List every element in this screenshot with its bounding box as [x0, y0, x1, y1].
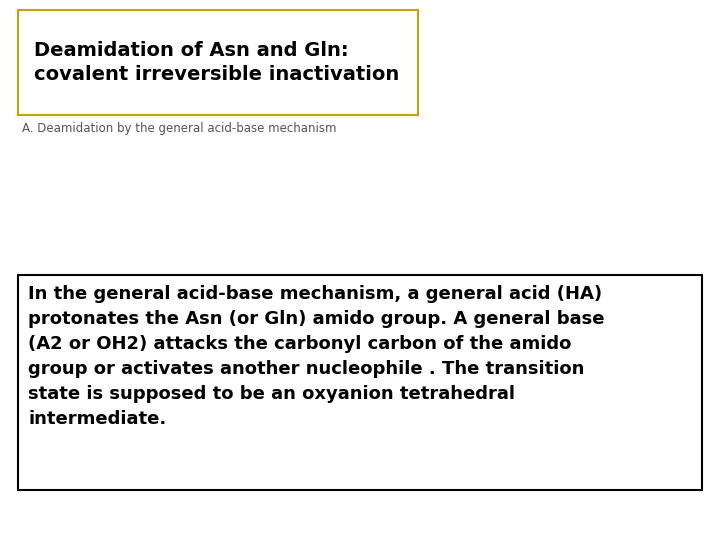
FancyBboxPatch shape — [18, 10, 418, 115]
Text: Deamidation of Asn and Gln:
covalent irreversible inactivation: Deamidation of Asn and Gln: covalent irr… — [34, 41, 400, 84]
Text: A. Deamidation by the general acid-base mechanism: A. Deamidation by the general acid-base … — [22, 122, 336, 135]
FancyBboxPatch shape — [18, 275, 702, 490]
Text: In the general acid-base mechanism, a general acid (HA)
protonates the Asn (or G: In the general acid-base mechanism, a ge… — [28, 285, 605, 428]
